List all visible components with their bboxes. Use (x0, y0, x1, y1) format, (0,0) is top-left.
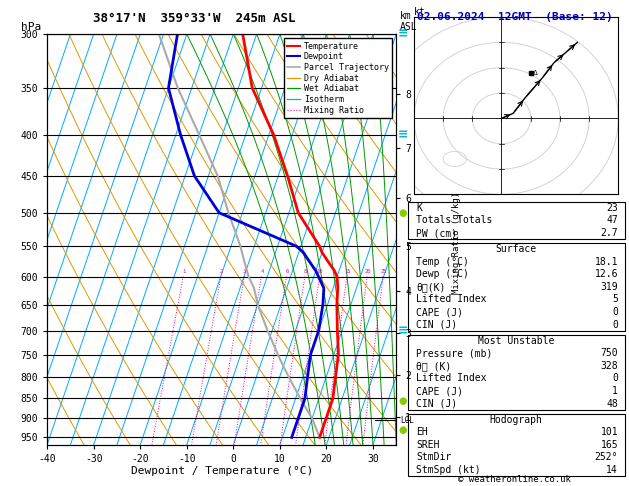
Text: 20: 20 (364, 269, 370, 274)
Text: EH: EH (416, 427, 428, 437)
Text: hPa: hPa (21, 22, 42, 32)
Text: Mixing Ratio (g/kg): Mixing Ratio (g/kg) (452, 192, 460, 294)
Text: 47: 47 (606, 215, 618, 226)
Text: 48: 48 (606, 399, 618, 409)
Text: 1: 1 (612, 386, 618, 396)
Text: 14: 14 (606, 465, 618, 475)
Bar (408, 202, 625, 239)
Text: © weatheronline.co.uk: © weatheronline.co.uk (458, 474, 571, 484)
Text: ●: ● (398, 396, 407, 405)
Text: PW (cm): PW (cm) (416, 228, 457, 238)
Text: 02.06.2024  12GMT  (Base: 12): 02.06.2024 12GMT (Base: 12) (416, 12, 613, 22)
Text: θᴄ(K): θᴄ(K) (416, 282, 446, 292)
Text: 0: 0 (612, 320, 618, 330)
Text: 25: 25 (380, 269, 387, 274)
Text: CIN (J): CIN (J) (416, 320, 457, 330)
Text: ≡: ≡ (398, 324, 409, 337)
Text: SREH: SREH (416, 440, 440, 450)
Text: km
ASL: km ASL (400, 11, 418, 32)
Text: Dewp (°C): Dewp (°C) (416, 269, 469, 279)
Text: 1: 1 (182, 269, 186, 274)
Text: ●: ● (398, 425, 407, 435)
Text: 328: 328 (601, 361, 618, 371)
Bar (408, 334, 625, 410)
Text: 3: 3 (243, 269, 247, 274)
Text: θᴄ (K): θᴄ (K) (416, 361, 452, 371)
Bar (408, 243, 625, 331)
Text: Temp (°C): Temp (°C) (416, 257, 469, 267)
X-axis label: Dewpoint / Temperature (°C): Dewpoint / Temperature (°C) (131, 467, 313, 476)
Text: 38°17'N  359°33'W  245m ASL: 38°17'N 359°33'W 245m ASL (92, 12, 295, 25)
Text: 2: 2 (220, 269, 223, 274)
Text: 750: 750 (601, 348, 618, 358)
Text: ≡: ≡ (398, 128, 409, 141)
Text: Δ: Δ (532, 70, 537, 76)
Bar (408, 414, 625, 476)
Text: 252°: 252° (594, 452, 618, 463)
Text: 101: 101 (601, 427, 618, 437)
Text: 5: 5 (612, 295, 618, 305)
Text: K: K (416, 203, 422, 213)
Text: 0: 0 (612, 373, 618, 383)
Text: CAPE (J): CAPE (J) (416, 386, 464, 396)
Text: 0: 0 (612, 307, 618, 317)
Text: 8: 8 (304, 269, 307, 274)
Text: Pressure (mb): Pressure (mb) (416, 348, 493, 358)
Text: 23: 23 (606, 203, 618, 213)
Text: 165: 165 (601, 440, 618, 450)
Text: CIN (J): CIN (J) (416, 399, 457, 409)
Text: 2.7: 2.7 (601, 228, 618, 238)
Text: 12.6: 12.6 (594, 269, 618, 279)
Text: 18.1: 18.1 (594, 257, 618, 267)
Text: CAPE (J): CAPE (J) (416, 307, 464, 317)
Text: StmDir: StmDir (416, 452, 452, 463)
Text: Totals Totals: Totals Totals (416, 215, 493, 226)
Text: ≡: ≡ (398, 28, 409, 40)
Text: Lifted Index: Lifted Index (416, 373, 487, 383)
Text: Most Unstable: Most Unstable (478, 336, 554, 346)
Text: StmSpd (kt): StmSpd (kt) (416, 465, 481, 475)
Text: 15: 15 (344, 269, 350, 274)
Text: Lifted Index: Lifted Index (416, 295, 487, 305)
Text: 4: 4 (260, 269, 264, 274)
Text: kt: kt (414, 7, 426, 17)
Text: 6: 6 (286, 269, 289, 274)
Text: 10: 10 (316, 269, 323, 274)
Text: Surface: Surface (496, 244, 537, 254)
Legend: Temperature, Dewpoint, Parcel Trajectory, Dry Adiabat, Wet Adiabat, Isotherm, Mi: Temperature, Dewpoint, Parcel Trajectory… (284, 38, 392, 118)
Text: Hodograph: Hodograph (489, 415, 543, 425)
Text: ●: ● (398, 208, 407, 218)
Text: LCL: LCL (400, 416, 414, 425)
Text: 319: 319 (601, 282, 618, 292)
